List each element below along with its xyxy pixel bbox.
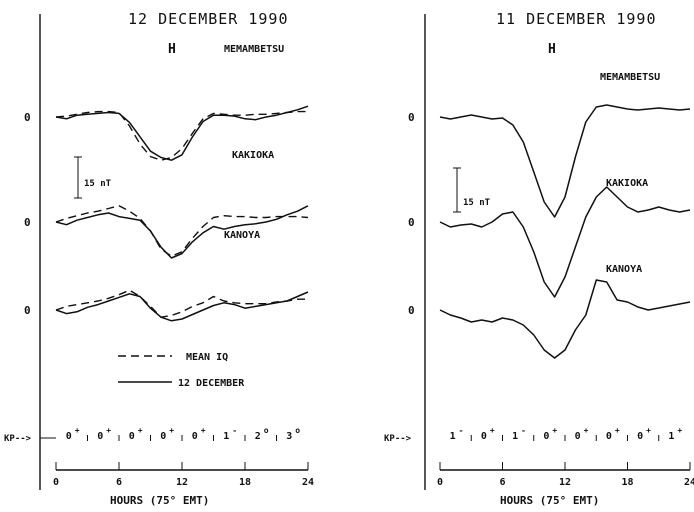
kp-modifier: - <box>459 426 464 435</box>
series-mean-iq-kakioka <box>55 205 309 257</box>
x-axis-label: HOURS (75° EMT) <box>500 494 599 507</box>
kp-modifier: + <box>552 426 557 435</box>
kp-value: 0 <box>66 431 72 442</box>
kp-modifier: + <box>75 426 80 435</box>
kp-modifier: - <box>521 426 526 435</box>
traces <box>439 104 691 359</box>
x-tick-label: 12 <box>176 477 188 488</box>
component-label: H <box>548 42 556 57</box>
kp-modifier: + <box>201 426 206 435</box>
zero-label-kakioka: 0 <box>408 216 415 229</box>
kp-modifier: - <box>232 426 237 435</box>
kp-value: 0 <box>160 431 166 442</box>
series-mean-iq-memambetsu <box>55 110 308 161</box>
kp-modifier: + <box>584 426 589 435</box>
series-memambetsu <box>55 105 309 161</box>
kp-modifier: + <box>490 426 495 435</box>
x-tick-label: 24 <box>684 477 694 488</box>
kp-modifier: + <box>677 426 682 435</box>
kp-value: 1 <box>668 431 674 442</box>
component-label: H <box>168 42 176 57</box>
panel-title: 12 DECEMBER 1990 <box>128 10 289 28</box>
zero-label-kanoya: 0 <box>408 304 415 317</box>
kp-label: KP--> <box>384 434 412 444</box>
series-memambetsu <box>439 104 691 218</box>
zero-label-kanoya: 0 <box>24 304 31 317</box>
kp-modifier: + <box>106 426 111 435</box>
kp-value: 1 <box>512 431 518 442</box>
kp-label: KP--> <box>4 434 32 444</box>
kp-value: 0 <box>192 431 198 442</box>
station-label-memambetsu: MEMAMBETSU <box>224 44 284 55</box>
kp-value: 0 <box>97 431 103 442</box>
station-label-kakioka: KAKIOKA <box>606 178 648 189</box>
scale-bar-label: 15 nT <box>84 179 112 189</box>
kp-value: 1 <box>223 431 229 442</box>
x-tick-label: 0 <box>53 477 59 488</box>
station-label-kanoya: KANOYA <box>224 230 260 241</box>
scale-bar <box>74 156 82 199</box>
x-tick-label: 6 <box>116 477 122 488</box>
legend-mean-label: MEAN IQ <box>186 352 228 363</box>
series-mean-iq-kanoya <box>55 289 308 318</box>
kp-modifier: + <box>646 426 651 435</box>
kp-modifier: o <box>264 426 269 435</box>
kp-modifier: + <box>138 426 143 435</box>
station-label-memambetsu: MEMAMBETSU <box>600 72 660 83</box>
scale-bar-label: 15 nT <box>463 198 491 208</box>
zero-label-memambetsu: 0 <box>408 111 415 124</box>
panel-11-december: 11 DECEMBER 1990 H 0 0 0 MEMAMBETSU KAKI… <box>384 10 694 507</box>
x-axis-label: HOURS (75° EMT) <box>110 494 209 507</box>
station-label-kakioka: KAKIOKA <box>232 150 274 161</box>
kp-modifier: + <box>169 426 174 435</box>
kp-value: 0 <box>481 431 487 442</box>
kp-indices: 1-0+1-0+0+0+0+1+ <box>450 426 683 442</box>
series-kakioka <box>439 186 691 298</box>
x-tick-label: 0 <box>437 477 443 488</box>
x-tick-label: 18 <box>239 477 251 488</box>
panel-title: 11 DECEMBER 1990 <box>496 10 657 28</box>
zero-label-memambetsu: 0 <box>24 111 31 124</box>
x-tick-label: 6 <box>499 477 505 488</box>
x-tick-label: 24 <box>302 477 314 488</box>
kp-value: 0 <box>637 431 643 442</box>
kp-value: 0 <box>129 431 135 442</box>
kp-modifier: + <box>615 426 620 435</box>
series-kanoya <box>55 291 309 322</box>
kp-value: 2 <box>255 431 261 442</box>
x-ticks: 0 6 12 18 24 <box>53 462 314 488</box>
legend: MEAN IQ 12 DECEMBER <box>118 352 245 389</box>
panel-12-december: 12 DECEMBER 1990 H 0 0 0 MEMAMBETSU KAKI… <box>4 10 314 507</box>
kp-value: 1 <box>450 431 456 442</box>
station-label-kanoya: KANOYA <box>606 264 642 275</box>
legend-day-label: 12 DECEMBER <box>178 378 245 389</box>
x-ticks: 0 6 12 18 24 <box>437 462 694 488</box>
kp-modifier: o <box>295 426 300 435</box>
scale-bar <box>453 167 461 213</box>
zero-label-kakioka: 0 <box>24 216 31 229</box>
kp-value: 0 <box>575 431 581 442</box>
x-tick-label: 12 <box>559 477 571 488</box>
x-tick-label: 18 <box>621 477 633 488</box>
series-kanoya <box>439 279 691 359</box>
kp-value: 3 <box>286 431 292 442</box>
kp-value: 0 <box>606 431 612 442</box>
traces <box>55 105 309 322</box>
kp-value: 0 <box>543 431 549 442</box>
series-kakioka <box>55 205 309 259</box>
